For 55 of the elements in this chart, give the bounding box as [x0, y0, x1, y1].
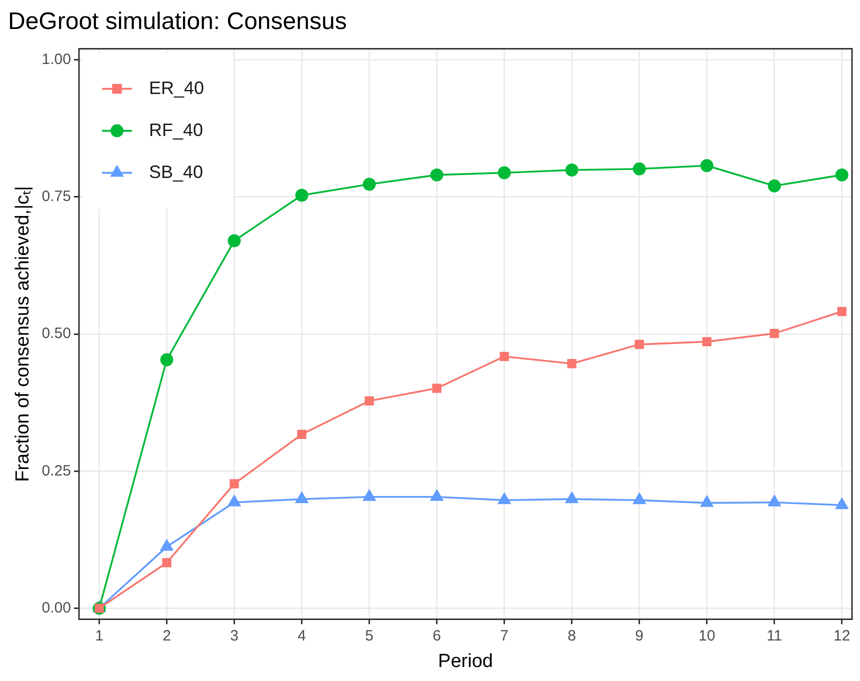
point	[835, 168, 848, 182]
point	[700, 159, 714, 172]
point	[362, 488, 376, 501]
x-axis-title: Period	[438, 650, 493, 672]
point	[294, 491, 309, 504]
x-tick-label: 5	[365, 627, 374, 644]
y-tick-label: 0.25	[42, 462, 71, 480]
point	[227, 494, 242, 506]
point	[700, 494, 714, 507]
x-tick-label: 7	[500, 627, 508, 644]
point	[432, 384, 442, 393]
x-tick-label: 1	[95, 627, 104, 644]
point	[565, 164, 578, 177]
point	[228, 234, 241, 248]
x-tick-label: 10	[698, 627, 716, 644]
point	[768, 179, 781, 192]
point	[364, 396, 374, 406]
point	[497, 492, 512, 504]
x-tick-label: 11	[766, 627, 782, 644]
point	[295, 188, 308, 202]
y-tick-label: 0.50	[42, 325, 71, 342]
point	[632, 492, 646, 504]
y-axis-title: Fraction of consensus achieved,|cₜ|	[12, 186, 34, 482]
x-tick-label: 12	[834, 627, 850, 644]
legend-label: ER_40	[148, 78, 204, 98]
point	[430, 168, 444, 182]
legend-label: SB_40	[148, 162, 204, 182]
y-tick-label: 0.75	[42, 188, 71, 206]
point	[430, 488, 444, 501]
point	[767, 494, 782, 506]
point	[160, 538, 174, 551]
point	[297, 430, 306, 439]
point	[702, 337, 712, 346]
x-tick-label: 9	[635, 627, 644, 644]
point	[160, 353, 174, 366]
point	[837, 306, 846, 316]
point	[498, 166, 511, 180]
point	[770, 328, 779, 338]
x-tick-label: 3	[230, 627, 238, 644]
point	[564, 491, 579, 504]
point	[567, 359, 576, 368]
point	[834, 497, 849, 510]
x-tick-label: 6	[432, 627, 441, 644]
x-tick-label: 2	[162, 627, 171, 644]
y-tick-label: 1.00	[42, 50, 71, 68]
chart-title: DeGroot simulation: Consensus	[8, 8, 347, 36]
x-tick-label: 4	[298, 627, 306, 644]
point	[362, 178, 376, 191]
y-tick-label: 0.00	[42, 599, 71, 616]
point	[634, 340, 644, 350]
point	[230, 479, 239, 488]
point	[632, 162, 646, 176]
point	[500, 352, 509, 362]
x-tick-label: 8	[568, 627, 576, 644]
legend-label: RF_40	[148, 120, 204, 140]
